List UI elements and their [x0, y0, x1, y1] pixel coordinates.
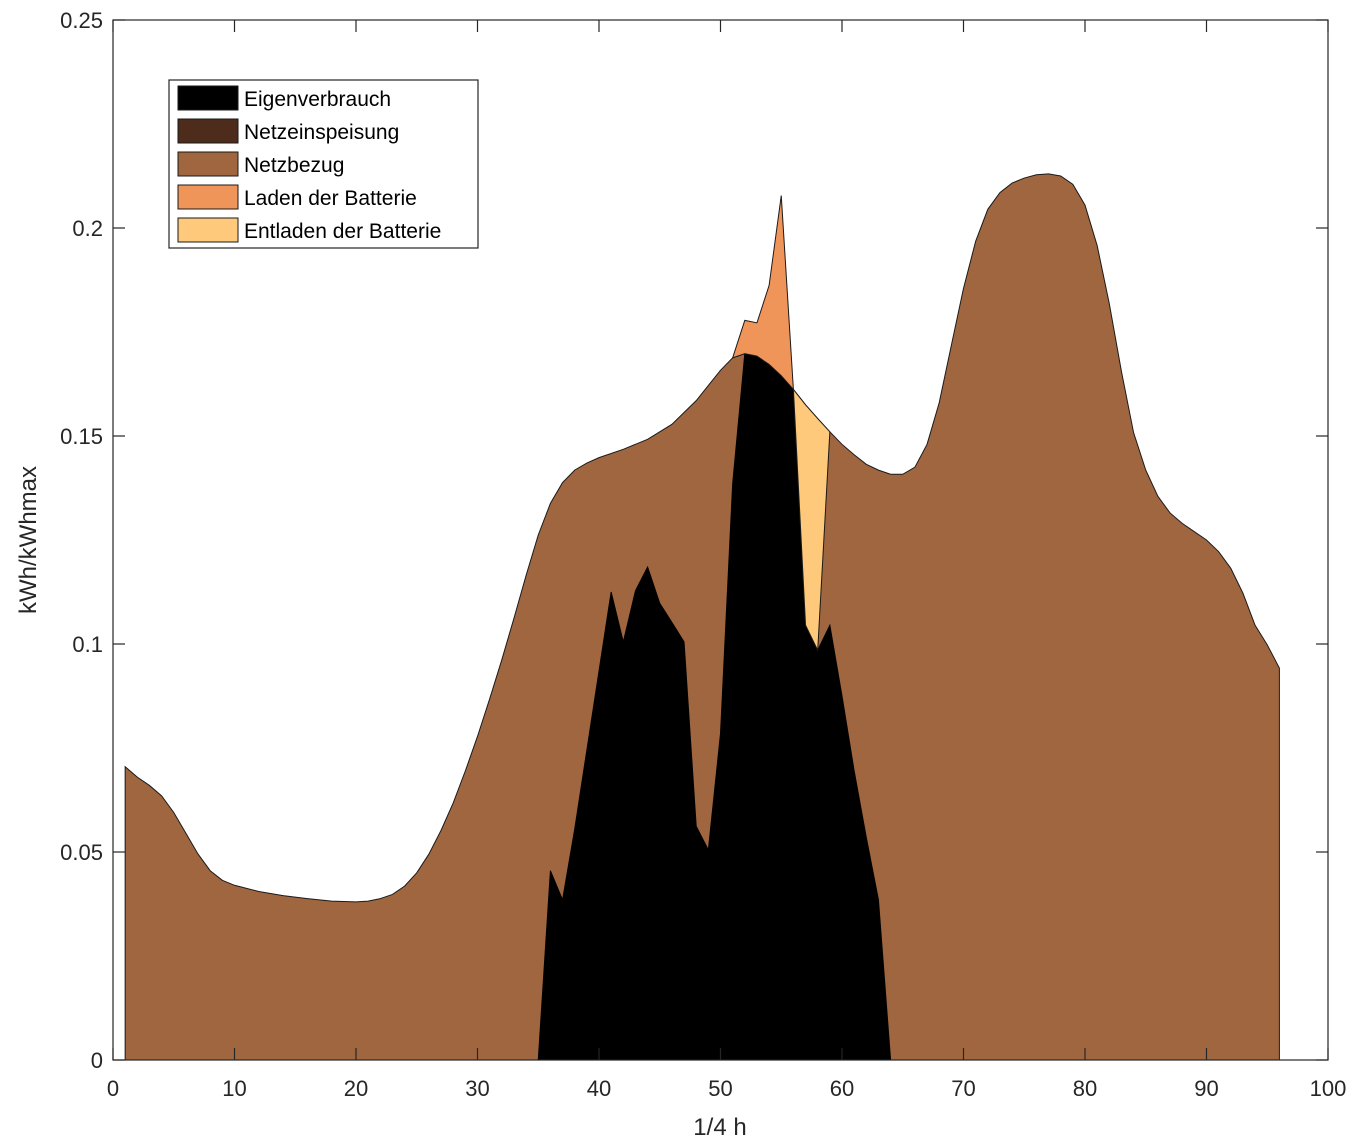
x-tick-label: 0	[107, 1076, 119, 1101]
legend-swatch-laden-der-batterie	[177, 184, 239, 210]
area-entladen-der-batterie	[792, 387, 831, 653]
legend-swatch-eigenverbrauch	[177, 85, 239, 111]
y-tick-label: 0	[91, 1048, 103, 1073]
legend-label-netzbezug: Netzbezug	[244, 154, 344, 177]
x-axis-label: 1/4 h	[693, 1114, 746, 1141]
x-tick-label: 50	[708, 1076, 732, 1101]
battery-area-layer	[731, 195, 831, 653]
x-tick-label: 70	[951, 1076, 975, 1101]
x-tick-label: 10	[222, 1076, 246, 1101]
x-tick-label: 60	[830, 1076, 854, 1101]
x-tick-label: 90	[1194, 1076, 1218, 1101]
y-tick-label: 0.15	[60, 424, 103, 449]
tick-layer: 0 10 20 30 40 50 60 70 80 90 100 0 0.05 0.1 0.15 0.2 0.2…	[60, 8, 1346, 1101]
y-tick-label: 0.25	[60, 8, 103, 33]
y-tick-label: 0.1	[72, 632, 103, 657]
legend-label-laden-der-batterie: Laden der Batterie	[244, 187, 417, 210]
y-tick-label: 0.2	[72, 216, 103, 241]
x-tick-label: 20	[344, 1076, 368, 1101]
x-tick-label: 30	[465, 1076, 489, 1101]
area-eigenverbrauch	[537, 353, 892, 1061]
x-tick-label: 100	[1310, 1076, 1347, 1101]
y-tick-label: 0.05	[60, 840, 103, 865]
legend-swatch-netzeinspeisung	[177, 118, 239, 144]
legend-swatch-entladen-der-batterie	[177, 217, 239, 243]
legend-label-netzeinspeisung: Netzeinspeisung	[244, 121, 399, 144]
legend-label-eigenverbrauch: Eigenverbrauch	[244, 88, 391, 111]
legend-label-entladen-der-batterie: Entladen der Batterie	[244, 220, 441, 243]
y-axis-label: kWh/kWhmax	[15, 466, 42, 614]
legend: Eigenverbrauch Netzeinspeisung Netzbezug La…	[168, 79, 479, 249]
x-tick-label: 40	[587, 1076, 611, 1101]
x-tick-label: 80	[1073, 1076, 1097, 1101]
legend-swatch-netzbezug	[177, 151, 239, 177]
